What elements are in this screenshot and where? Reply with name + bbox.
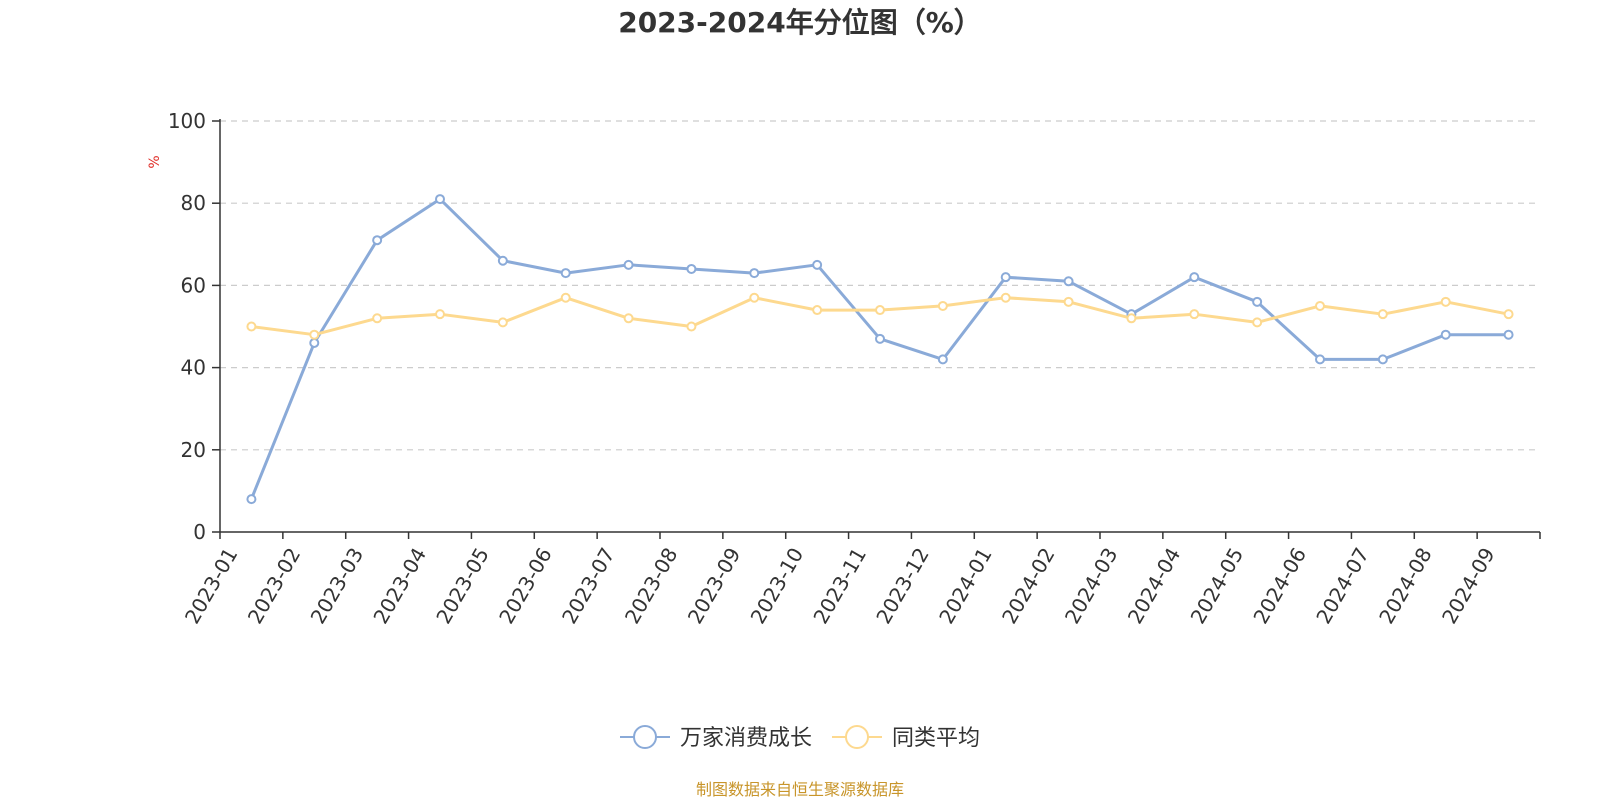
data-point[interactable] — [1503, 329, 1514, 340]
axes — [212, 119, 1541, 539]
data-point[interactable] — [497, 317, 508, 328]
data-point[interactable] — [1189, 272, 1200, 283]
x-tick-label: 2023-08 — [620, 544, 683, 628]
grid-lines — [220, 120, 1540, 451]
data-point[interactable] — [1503, 309, 1514, 320]
legend-label: 同类平均 — [892, 726, 980, 751]
data-point[interactable] — [246, 494, 257, 505]
x-tick-label: 2024-03 — [1060, 544, 1123, 628]
x-tick-labels: 2023-01 2023-02 2023-03 2023-04 2023-05 2023-… — [180, 544, 1500, 628]
data-point[interactable] — [246, 321, 257, 332]
x-tick-label: 2023-11 — [808, 544, 871, 628]
x-tick-label: 2024-06 — [1248, 544, 1311, 628]
data-point[interactable] — [875, 333, 885, 344]
x-tick-label: 2024-08 — [1374, 544, 1437, 628]
x-tick-label: 2024-04 — [1123, 544, 1186, 628]
data-point[interactable] — [1063, 296, 1074, 307]
data-point[interactable] — [937, 354, 948, 365]
data-point[interactable] — [435, 309, 445, 320]
y-tick-labels: 0 20 40 60 80 100 — [168, 109, 206, 544]
data-point[interactable] — [749, 292, 760, 303]
y-axis-unit: % — [147, 155, 163, 168]
series-line-0 — [250, 197, 1509, 500]
data-point[interactable] — [1440, 329, 1451, 340]
legend-circle-symbol — [633, 725, 657, 749]
data-point[interactable] — [1315, 354, 1325, 365]
data-point[interactable] — [560, 292, 571, 303]
x-tick-label: 2023-09 — [683, 544, 746, 628]
y-tick-label: 40 — [181, 356, 206, 380]
data-point[interactable] — [623, 313, 634, 324]
data-point[interactable] — [875, 305, 885, 316]
data-point[interactable] — [372, 235, 383, 246]
x-tick-label: 2023-02 — [243, 544, 306, 628]
data-point[interactable] — [497, 255, 508, 266]
x-tick-label: 2023-06 — [494, 544, 557, 628]
data-point[interactable] — [372, 313, 383, 324]
x-tick-label: 2023-04 — [368, 544, 431, 628]
legend-item-1[interactable]: 同类平均 — [832, 725, 980, 751]
data-point[interactable] — [1126, 313, 1137, 324]
data-point[interactable] — [1440, 296, 1451, 307]
y-tick-label: 0 — [193, 520, 206, 544]
data-point[interactable] — [1189, 309, 1200, 320]
data-point[interactable] — [812, 305, 823, 316]
data-point[interactable] — [1315, 300, 1325, 311]
x-tick-label: 2023-01 — [180, 544, 243, 628]
data-source-note: 制图数据来自恒生聚源数据库 — [696, 780, 904, 799]
data-point[interactable] — [1377, 354, 1388, 365]
legend-label: 万家消费成长 — [680, 726, 812, 751]
x-tick-label: 2023-07 — [557, 544, 620, 628]
data-point[interactable] — [1377, 309, 1388, 320]
data-point[interactable] — [749, 268, 760, 279]
y-tick-label: 100 — [168, 109, 206, 133]
y-tick-label: 20 — [181, 438, 206, 462]
data-point[interactable] — [309, 337, 320, 348]
y-tick-label: 60 — [181, 273, 206, 297]
data-point[interactable] — [1000, 272, 1011, 283]
x-tick-label: 2024-02 — [997, 544, 1060, 628]
data-point[interactable] — [1000, 292, 1011, 303]
data-point[interactable] — [812, 259, 823, 270]
legend-item-0[interactable]: 万家消费成长 — [620, 725, 812, 751]
x-tick-label: 2023-03 — [306, 544, 369, 628]
x-tick-label: 2024-07 — [1311, 544, 1374, 628]
y-tick-label: 80 — [181, 191, 206, 215]
x-tick-label: 2023-12 — [871, 544, 934, 628]
x-tick-label: 2023-05 — [431, 544, 494, 628]
chart-title: 2023-2024年分位图（%） — [618, 6, 982, 39]
x-tick-label: 2024-01 — [934, 544, 997, 628]
legend-circle-symbol — [845, 725, 869, 749]
series-lines — [246, 194, 1514, 505]
data-point[interactable] — [623, 259, 634, 270]
x-tick-label: 2024-09 — [1437, 544, 1500, 628]
data-point[interactable] — [686, 263, 697, 274]
data-point[interactable] — [1252, 296, 1263, 307]
data-point[interactable] — [686, 321, 697, 332]
data-point[interactable] — [1063, 276, 1074, 287]
x-tick-label: 2023-10 — [746, 544, 809, 628]
data-point[interactable] — [435, 194, 445, 205]
x-tick-label: 2024-05 — [1186, 544, 1249, 628]
legend[interactable]: 万家消费成长 同类平均 — [620, 725, 980, 751]
data-point[interactable] — [560, 268, 571, 279]
data-point[interactable] — [309, 329, 320, 340]
data-point[interactable] — [1252, 317, 1263, 328]
data-point[interactable] — [937, 300, 948, 311]
